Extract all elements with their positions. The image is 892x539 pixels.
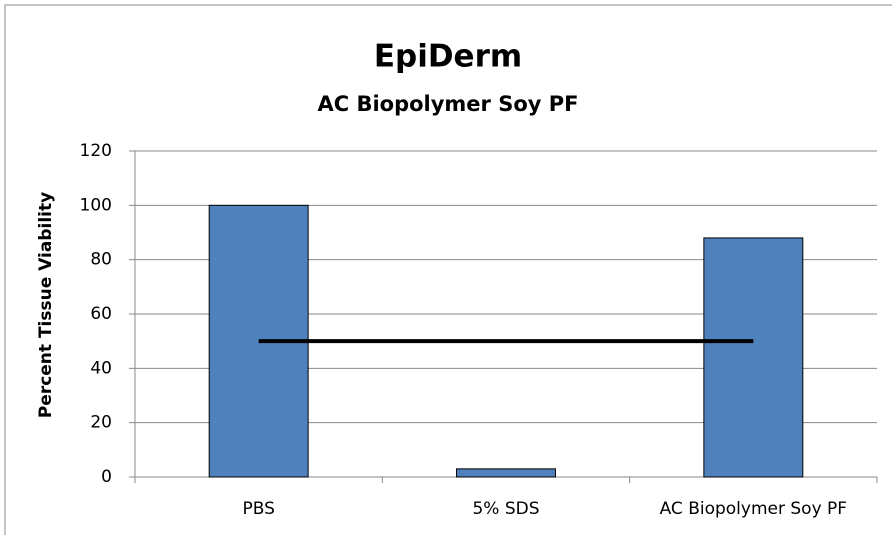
x-tick-label: PBS xyxy=(242,499,274,519)
bar xyxy=(703,237,804,478)
chart-subtitle: AC Biopolymer Soy PF xyxy=(317,92,578,116)
y-tick-label: 120 xyxy=(80,141,112,161)
y-axis-label: Percent Tissue Viability xyxy=(36,192,56,418)
y-tick-label: 20 xyxy=(90,413,112,433)
y-tick-label: 60 xyxy=(90,304,112,324)
y-tick-label: 100 xyxy=(80,195,112,215)
y-tick-label: 0 xyxy=(101,467,112,487)
chart-title: EpiDerm xyxy=(374,39,522,75)
y-tick-label: 80 xyxy=(90,250,112,270)
bar xyxy=(456,468,556,478)
y-tick-label: 40 xyxy=(90,358,112,378)
x-tick-label: AC Biopolymer Soy PF xyxy=(660,499,847,519)
x-tick-label: 5% SDS xyxy=(472,499,539,519)
